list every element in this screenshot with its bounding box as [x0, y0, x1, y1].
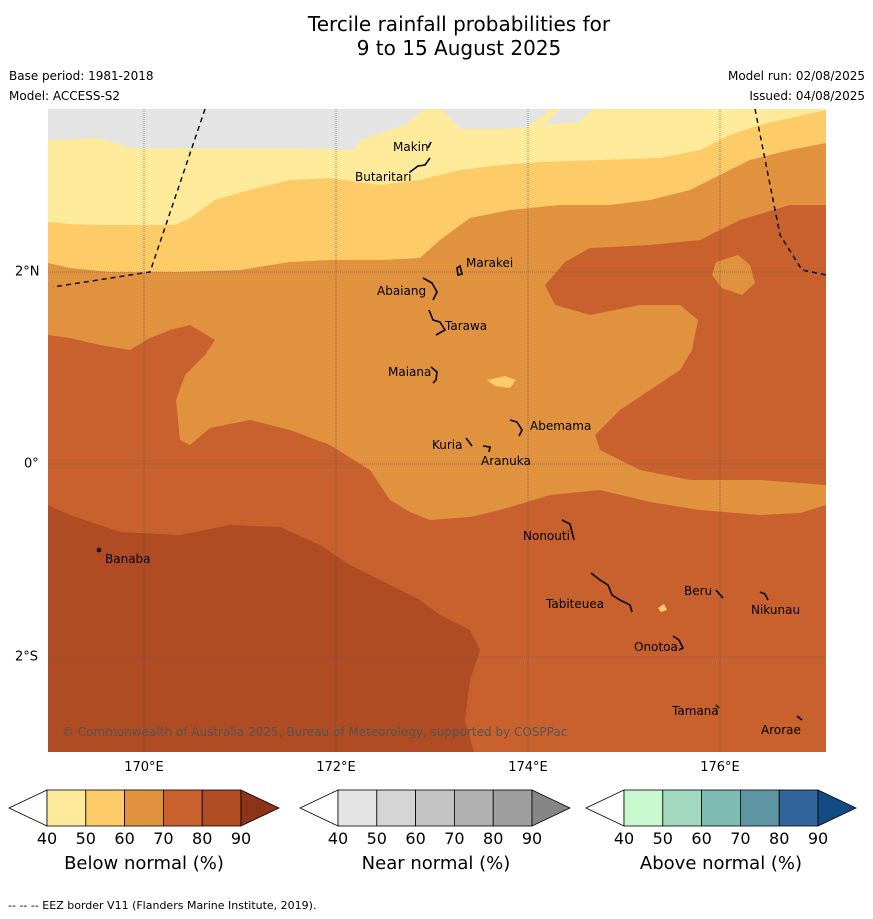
colorbar-cell: [623, 789, 664, 827]
label-marakei: Marakei: [466, 256, 513, 270]
colorbar-extend-high: [240, 789, 280, 827]
colorbar-cell: [740, 789, 780, 827]
colorbar-cell: [415, 789, 455, 827]
colorbar-cell: [376, 789, 416, 827]
meta-left: Base period: 1981-2018 Model: ACCESS-S2: [9, 66, 154, 106]
zone-near-normal-b: [442, 109, 548, 129]
colorbar-tick: 40: [613, 829, 635, 848]
colorbar-cell: [46, 789, 87, 827]
label-abemama: Abemama: [530, 419, 591, 433]
colorbar-cell: [453, 789, 494, 827]
y-tick-2s: 2°S: [15, 649, 39, 665]
colorbar-tick: 70: [153, 829, 174, 848]
eez-borders: [52, 109, 826, 288]
blob-60: [712, 255, 755, 295]
label-abaiang: Abaiang: [377, 284, 426, 298]
base-period: Base period: 1981-2018: [9, 69, 154, 83]
colorbar-extend-low: [8, 789, 48, 827]
title-line-2: 9 to 15 August 2025: [356, 36, 562, 60]
label-onotoa: Onotoa: [634, 640, 678, 654]
label-makin: Makin: [393, 140, 429, 154]
model-run: Model run: 02/08/2025: [727, 69, 865, 83]
blob-50: [487, 376, 516, 388]
colorbar-tick: 50: [652, 829, 673, 848]
zone-near-normal-a: [48, 109, 425, 150]
colorbar-cell: [662, 789, 702, 827]
colorbar-tick: 90: [521, 829, 543, 848]
label-butaritari: Butaritari: [355, 170, 412, 184]
colorbar-extend-low: [299, 789, 339, 827]
colorbar-cell: [162, 789, 203, 827]
label-banaba: Banaba: [105, 552, 151, 566]
label-beru: Beru: [684, 584, 712, 598]
islands: [96, 141, 803, 721]
colorbar-cell: [201, 789, 242, 827]
x-tick-174e: 174°E: [508, 760, 548, 775]
colorbar-tick: 50: [75, 829, 96, 848]
colorbar-cell: [701, 789, 741, 827]
x-tick-172e: 172°E: [316, 760, 356, 775]
probability-field: Makin Butaritari Marakei Abaiang Tarawa …: [48, 109, 826, 752]
label-kuria: Kuria: [432, 438, 463, 452]
label-maiana: Maiana: [388, 365, 431, 379]
copyright-text: © Commonwealth of Australia 2025, Bureau…: [62, 725, 567, 739]
label-nikunau: Nikunau: [751, 603, 800, 617]
colorbar-cell: [337, 789, 378, 827]
colorbar-tick: 60: [114, 829, 135, 848]
zone-near-normal-c: [545, 109, 592, 125]
label-aranuka: Aranuka: [481, 454, 531, 468]
gridlines: [48, 109, 826, 752]
colorbar-tick: 90: [230, 829, 252, 848]
label-tamana: Tamana: [671, 704, 719, 718]
colorbar-tick: 50: [366, 829, 387, 848]
colorbar-label-near: Near normal (%): [361, 853, 511, 874]
colorbar-extend-high: [531, 789, 571, 827]
x-tick-176e: 176°E: [700, 760, 740, 775]
colorbar-tick: 80: [483, 829, 504, 848]
colorbar-cell: [778, 789, 819, 827]
colorbar-extend-low: [585, 789, 625, 827]
colorbar-tick: 70: [730, 829, 751, 848]
title-line-1: Tercile rainfall probabilities for: [307, 12, 611, 36]
label-tarawa: Tarawa: [444, 319, 487, 333]
colorbar-tick: 80: [769, 829, 790, 848]
y-tick-0: 0°: [24, 456, 39, 472]
y-tick-2n: 2°N: [15, 264, 40, 280]
colorbar-tick: 60: [691, 829, 712, 848]
colorbar-tick: 40: [327, 829, 349, 848]
label-arorae: Arorae: [761, 723, 801, 737]
colorbar-cell: [85, 789, 126, 827]
meta-right: Model run: 02/08/2025 Issued: 04/08/2025: [728, 66, 865, 106]
colorbar-tick: 90: [807, 829, 829, 848]
colorbar-tick: 60: [405, 829, 426, 848]
colorbar-tick: 70: [444, 829, 465, 848]
map-title: Tercile rainfall probabilities for 9 to …: [0, 12, 873, 60]
colorbar-extend-high: [817, 789, 857, 827]
blob-50b: [658, 604, 667, 612]
colorbar-tick: 40: [36, 829, 58, 848]
colorbars: [8, 789, 857, 827]
model-name: Model: ACCESS-S2: [9, 89, 121, 103]
colorbar-cell: [492, 789, 533, 827]
issued-date: Issued: 04/08/2025: [749, 89, 865, 103]
colorbar-tick: 80: [192, 829, 213, 848]
colorbar-label-below: Below normal (%): [64, 853, 224, 874]
x-tick-170e: 170°E: [124, 760, 164, 775]
label-nonouti: Nonouti: [523, 529, 570, 543]
colorbar-cell: [124, 789, 164, 827]
label-tabiteuea: Tabiteuea: [545, 597, 604, 611]
eez-footnote: -- -- -- EEZ border V11 (Flanders Marine…: [8, 899, 317, 912]
colorbar-label-above: Above normal (%): [639, 853, 803, 874]
